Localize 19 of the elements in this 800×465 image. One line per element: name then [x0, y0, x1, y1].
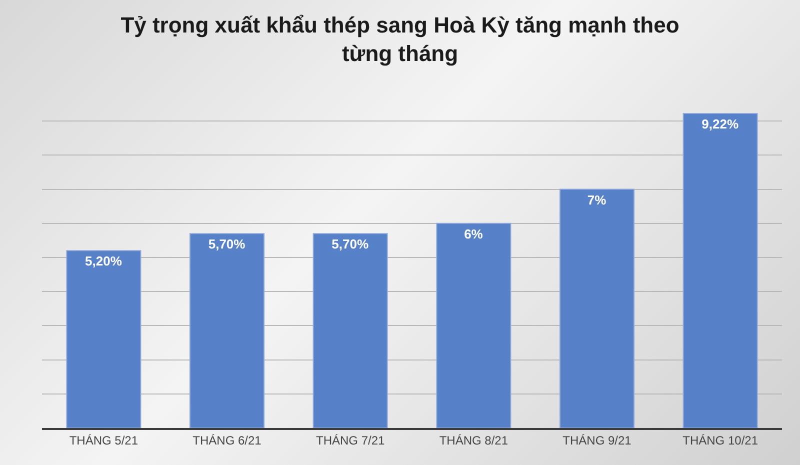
x-tick-label: THÁNG 10/21: [682, 433, 758, 448]
data-label: 5,70%: [208, 236, 246, 252]
chart-title: Tỷ trọng xuất khẩu thép sang Hoà Kỳ tăng mạnh theo từng tháng: [120, 12, 680, 66]
bar: [682, 113, 758, 428]
data-label: 9,22%: [702, 116, 739, 132]
x-tick-label: THÁNG 9/21: [562, 433, 632, 448]
bar: [190, 233, 264, 428]
bar: [560, 188, 634, 428]
x-tick-label: THÁNG 7/21: [316, 433, 385, 448]
data-label: 7%: [587, 192, 607, 208]
data-label: 5,70%: [332, 236, 369, 252]
x-tick-label: THÁNG 5/21: [69, 433, 138, 448]
bar: [66, 250, 142, 428]
x-tick-label: THÁNG 6/21: [192, 433, 262, 448]
data-label: 5,20%: [85, 254, 122, 269]
bar: [436, 222, 512, 428]
x-tick-label: THÁNG 8/21: [439, 433, 508, 448]
data-label: 6%: [464, 226, 484, 242]
bar: [312, 233, 388, 428]
